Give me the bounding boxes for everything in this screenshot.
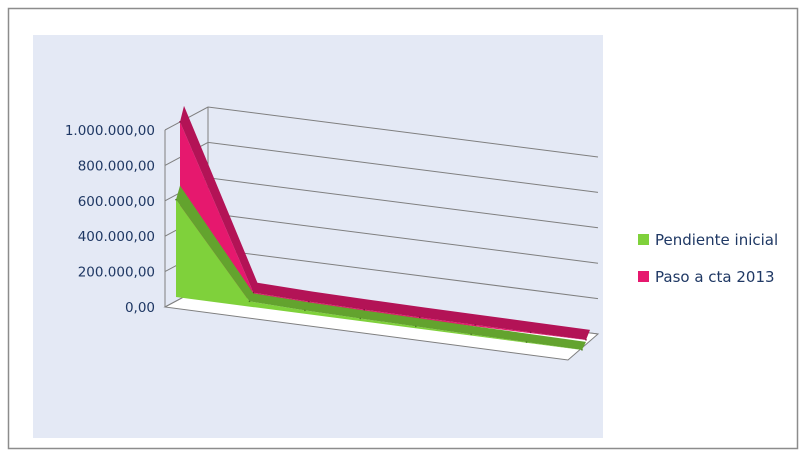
data-point-0-1 (248, 300, 251, 303)
legend: Pendiente inicial Paso a cta 2013 (638, 231, 778, 286)
data-point-0-6 (525, 341, 528, 343)
data-point-1-5 (474, 324, 476, 326)
area-top-0 (176, 185, 586, 350)
y-tick-label-1: 200.000,00 (78, 265, 155, 281)
data-point-0-7 (581, 349, 583, 351)
data-point-0-2 (304, 309, 306, 312)
legend-label-0: Pendiente inicial (655, 231, 778, 249)
data-point-1-0 (179, 121, 181, 123)
y-tick-label-4: 800.000,00 (78, 158, 155, 174)
y-tick-label-0: 0,00 (125, 300, 155, 316)
legend-swatch-0 (638, 234, 649, 245)
y-tick-label-5: 1.000.000,00 (65, 123, 155, 139)
plot-area-left (33, 35, 157, 438)
y-tick-label-2: 400.000,00 (78, 229, 155, 245)
data-point-0-5 (470, 333, 472, 336)
data-point-0-4 (414, 325, 417, 328)
data-point-1-6 (529, 331, 532, 334)
data-point-1-4 (418, 316, 421, 319)
data-point-1-3 (363, 308, 366, 311)
legend-label-1: Paso a cta 2013 (655, 268, 775, 286)
y-tick-label-3: 600.000,00 (78, 194, 155, 210)
data-point-0-3 (359, 317, 362, 320)
series-0 (175, 185, 586, 351)
data-point-1-2 (308, 300, 310, 303)
data-point-0-0 (175, 198, 177, 201)
data-point-1-7 (585, 339, 587, 341)
legend-swatch-1 (638, 271, 649, 282)
